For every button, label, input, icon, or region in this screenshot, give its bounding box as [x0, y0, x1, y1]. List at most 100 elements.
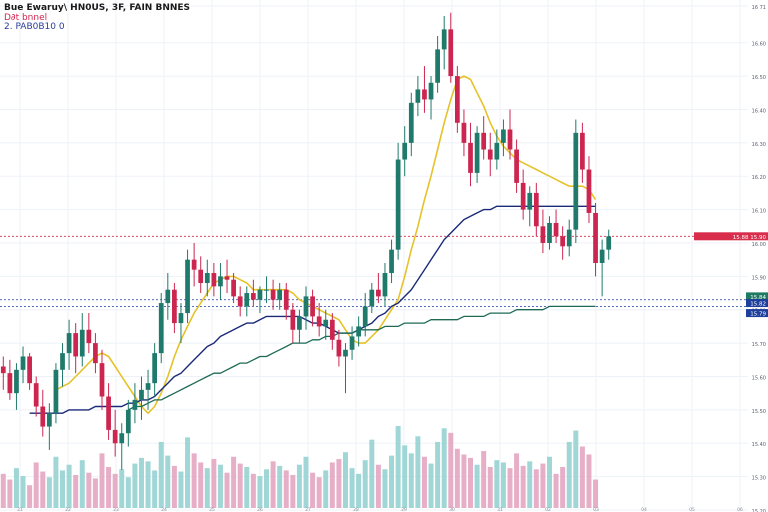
candle[interactable] — [566, 219, 572, 257]
candle[interactable] — [53, 363, 59, 424]
candle-body[interactable] — [435, 49, 440, 83]
candle-body[interactable] — [112, 429, 118, 444]
candle-body[interactable] — [27, 356, 32, 384]
candle-body[interactable] — [218, 276, 223, 287]
candle[interactable] — [593, 202, 598, 277]
candle-body[interactable] — [132, 399, 138, 410]
candle[interactable] — [474, 126, 480, 183]
candle[interactable] — [139, 376, 144, 420]
candle-body[interactable] — [33, 383, 39, 407]
candle-body[interactable] — [125, 409, 131, 434]
candle[interactable] — [86, 313, 92, 354]
candle[interactable] — [336, 329, 342, 367]
candle-body[interactable] — [402, 142, 408, 160]
candle-body[interactable] — [86, 329, 92, 344]
candle[interactable] — [237, 286, 243, 317]
candle[interactable] — [323, 309, 329, 340]
candle-body[interactable] — [277, 289, 283, 300]
candle-body[interactable] — [139, 389, 144, 400]
candle[interactable] — [395, 142, 401, 260]
candle-body[interactable] — [408, 102, 414, 143]
candle-body[interactable] — [422, 89, 427, 100]
candle-body[interactable] — [165, 289, 171, 304]
candle[interactable] — [329, 313, 335, 350]
candle[interactable] — [33, 376, 39, 417]
candle[interactable] — [125, 399, 131, 447]
candle-body[interactable] — [501, 129, 506, 143]
candle[interactable] — [290, 303, 296, 344]
candle[interactable] — [93, 333, 98, 374]
candle-body[interactable] — [237, 296, 243, 307]
candle[interactable] — [264, 276, 269, 304]
candle-body[interactable] — [250, 293, 256, 300]
candle[interactable] — [211, 263, 217, 297]
candle[interactable] — [389, 239, 394, 284]
candle-body[interactable] — [329, 319, 335, 340]
candle[interactable] — [231, 273, 236, 304]
candle[interactable] — [441, 16, 447, 70]
candle[interactable] — [422, 66, 427, 113]
candle-body[interactable] — [566, 229, 572, 247]
candle[interactable] — [198, 256, 204, 294]
candle-body[interactable] — [441, 29, 447, 50]
candle-body[interactable] — [540, 226, 546, 243]
candle-body[interactable] — [224, 276, 230, 280]
candle-body[interactable] — [93, 343, 98, 364]
candle-body[interactable] — [310, 296, 315, 317]
candle-body[interactable] — [560, 236, 566, 247]
candle-body[interactable] — [152, 353, 158, 384]
candle[interactable] — [487, 132, 493, 177]
candle-body[interactable] — [60, 353, 65, 370]
candle-body[interactable] — [580, 132, 585, 170]
candle[interactable] — [79, 313, 85, 367]
candle-body[interactable] — [264, 289, 269, 291]
candle[interactable] — [46, 403, 52, 450]
candle[interactable] — [454, 66, 460, 133]
candle-body[interactable] — [507, 129, 513, 150]
candle[interactable] — [250, 279, 256, 307]
candle[interactable] — [185, 249, 190, 324]
candle-body[interactable] — [316, 316, 322, 327]
candle-body[interactable] — [514, 149, 519, 183]
candle-body[interactable] — [99, 363, 105, 397]
candle[interactable] — [560, 226, 566, 260]
candle[interactable] — [119, 423, 125, 470]
candle-body[interactable] — [336, 339, 342, 357]
candle[interactable] — [376, 273, 381, 304]
candle-body[interactable] — [573, 132, 579, 230]
candle-body[interactable] — [362, 306, 368, 327]
candle[interactable] — [191, 242, 197, 287]
candle-body[interactable] — [349, 336, 355, 350]
candle-body[interactable] — [145, 383, 151, 390]
candle[interactable] — [586, 156, 592, 223]
candle-body[interactable] — [53, 369, 59, 414]
candle[interactable] — [178, 303, 184, 344]
candle-body[interactable] — [20, 356, 26, 370]
candle[interactable] — [14, 363, 19, 410]
candle-body[interactable] — [106, 396, 111, 430]
candle[interactable] — [112, 409, 118, 457]
candle-body[interactable] — [461, 122, 467, 143]
candle-body[interactable] — [494, 142, 500, 160]
candle[interactable] — [507, 109, 513, 160]
candle-body[interactable] — [270, 289, 276, 300]
candle-body[interactable] — [468, 142, 473, 173]
candle[interactable] — [66, 319, 72, 370]
candle[interactable] — [547, 216, 552, 250]
candle-body[interactable] — [79, 329, 85, 357]
candle[interactable] — [520, 169, 526, 220]
candle-body[interactable] — [46, 413, 52, 427]
candle-body[interactable] — [7, 373, 13, 394]
candle[interactable] — [158, 293, 164, 364]
candle[interactable] — [172, 283, 177, 334]
candle-body[interactable] — [198, 269, 204, 284]
candle[interactable] — [27, 353, 32, 390]
candle-body[interactable] — [356, 326, 362, 337]
candle-body[interactable] — [211, 273, 217, 287]
candle-body[interactable] — [283, 289, 289, 310]
candle[interactable] — [224, 259, 230, 294]
candle[interactable] — [408, 92, 414, 157]
candle[interactable] — [448, 12, 454, 83]
candle[interactable] — [481, 116, 487, 160]
candle-body[interactable] — [343, 349, 348, 357]
